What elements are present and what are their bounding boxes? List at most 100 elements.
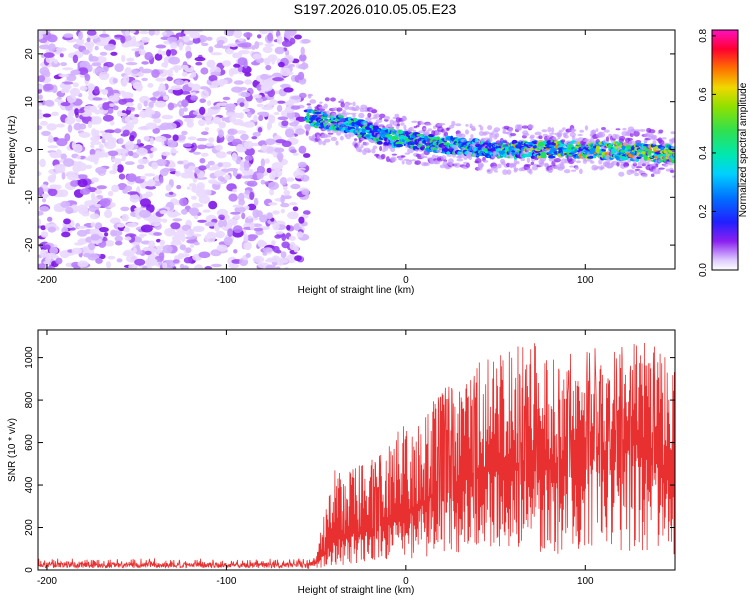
spectrogram-noise-cell	[104, 240, 115, 247]
spectrogram-noise-cell	[137, 139, 141, 145]
spectrogram-signal-cell	[528, 151, 532, 155]
spectrogram-noise-cell	[54, 98, 60, 103]
spectrogram-halo-cell	[324, 138, 331, 143]
spectrogram-noise-cell	[71, 247, 83, 255]
spectrogram-halo-cell	[641, 173, 648, 178]
spectrogram-noise-cell	[166, 36, 178, 43]
spectrogram-noise-cell	[286, 100, 295, 106]
spectrogram-noise-cell	[205, 164, 211, 169]
spectrogram-noise-cell	[183, 257, 193, 264]
spectrogram-noise-cell	[179, 263, 185, 269]
spectrogram-noise-cell	[193, 241, 200, 246]
spectrogram-noise-cell	[232, 119, 244, 126]
spectrogram-halo-cell	[411, 159, 416, 162]
spectrogram-noise-cell	[181, 71, 188, 77]
spectrogram-halo-cell	[358, 112, 365, 119]
spectrogram-noise-cell	[111, 230, 123, 237]
spectrogram-noise-cell	[136, 164, 145, 170]
spectrogram-noise-cell	[77, 109, 85, 114]
spectrogram-noise-cell	[235, 146, 247, 153]
spectrogram-noise-cell	[204, 112, 213, 121]
spectrogram-noise-cell	[91, 116, 102, 125]
spectrogram-noise-cell	[260, 179, 266, 185]
spectrogram-noise-cell	[181, 99, 189, 108]
spectrogram-noise-cell	[174, 79, 185, 86]
spectrogram-noise-cell	[40, 249, 47, 258]
spectrogram-noise-cell	[141, 36, 150, 43]
spectrogram-halo-cell	[390, 147, 396, 153]
spectrogram-noise-cell	[118, 137, 124, 145]
spectrogram-noise-cell	[92, 97, 103, 101]
spectrogram-noise-cell	[140, 175, 147, 180]
spectrogram-noise-cell	[140, 198, 151, 207]
spectrogram-noise-cell	[192, 177, 198, 183]
spectrogram-halo-cell	[391, 158, 396, 163]
spectrogram-halo-cell	[451, 120, 456, 126]
spectrogram-noise-cell	[145, 258, 157, 267]
spectrogram-noise-cell	[268, 202, 278, 206]
spectrogram-signal-cell	[647, 153, 652, 156]
spectrogram-noise-cell	[53, 164, 66, 170]
spectrogram-noise-cell	[48, 135, 54, 143]
spectrogram-halo-cell	[379, 113, 386, 119]
spectrogram-noise-cell	[159, 210, 168, 215]
spectrogram-noise-cell	[124, 116, 131, 123]
spectrogram-halo-cell	[354, 138, 358, 141]
spectrogram-noise-cell	[216, 102, 229, 106]
spectrogram-halo-cell	[416, 124, 420, 128]
spectrogram-noise-cell	[111, 184, 120, 193]
spectrogram-noise-cell	[151, 69, 160, 78]
spectrogram-halo-cell	[420, 153, 425, 159]
spectrogram-noise-cell	[127, 191, 138, 195]
spectrogram-noise-cell	[86, 37, 91, 43]
spectrogram-noise-cell	[45, 266, 56, 269]
spectrogram-noise-cell	[145, 185, 157, 190]
spectrogram-noise-cell	[232, 52, 238, 59]
spectrogram-noise-cell	[122, 188, 128, 194]
spectrogram-noise-cell	[153, 118, 162, 124]
spectrogram-noise-cell	[170, 240, 182, 246]
spectrogram-noise-cell	[127, 107, 136, 111]
spectrogram-noise-cell	[153, 30, 160, 36]
spectrogram-halo-cell	[422, 156, 428, 158]
spectrogram-noise-cell	[139, 209, 151, 218]
spectrogram-noise-cell	[158, 85, 163, 93]
spectrogram-noise-cell	[78, 31, 83, 40]
y-tick-label: 20	[24, 48, 35, 60]
spectrogram-noise-cell	[98, 227, 109, 233]
spectrogram-noise-cell	[231, 152, 238, 162]
spectrogram-noise-cell	[276, 104, 283, 112]
spectrogram-signal-cell	[648, 148, 653, 151]
spectrogram-noise-cell	[249, 191, 255, 201]
spectrogram-noise-cell	[280, 67, 291, 77]
spectrogram-noise-cell	[137, 158, 150, 165]
spectrogram-noise-cell	[114, 128, 122, 134]
spectrogram-signal-cell	[548, 155, 556, 159]
spectrogram-noise-cell	[39, 66, 50, 76]
spectrogram-noise-cell	[72, 54, 79, 64]
spectrogram-noise-cell	[38, 33, 44, 40]
spectrogram-noise-cell	[87, 154, 100, 163]
spectrogram-noise-cell	[194, 264, 204, 269]
spectrogram-halo-cell	[670, 169, 675, 174]
spectrogram-noise-cell	[152, 91, 160, 97]
spectrogram-halo-cell	[530, 161, 535, 166]
spectrogram-noise-cell	[149, 97, 158, 101]
spectrogram-x-ticks: -200 -100 0 100	[37, 30, 594, 286]
y-tick-label: -20	[24, 237, 35, 252]
spectrogram-noise-cell	[243, 233, 249, 242]
spectrogram-noise-cell	[159, 239, 165, 246]
spectrogram-noise-cell	[272, 77, 284, 82]
spectrogram-noise-cell	[170, 222, 181, 230]
spectrogram-noise-cell	[101, 132, 108, 138]
spectrogram-noise-cell	[286, 111, 295, 119]
spectrogram-halo-cell	[483, 131, 490, 135]
spectrogram-halo-cell	[367, 112, 372, 118]
spectrogram-halo-cell	[489, 132, 495, 136]
spectrogram-halo-cell	[344, 105, 350, 110]
spectrogram-halo-cell	[652, 140, 657, 146]
spectrogram-halo-cell	[438, 122, 446, 126]
spectrogram-noise-cell	[267, 122, 273, 129]
spectrogram-halo-cell	[306, 103, 311, 106]
spectrogram-noise-cell	[122, 129, 130, 136]
